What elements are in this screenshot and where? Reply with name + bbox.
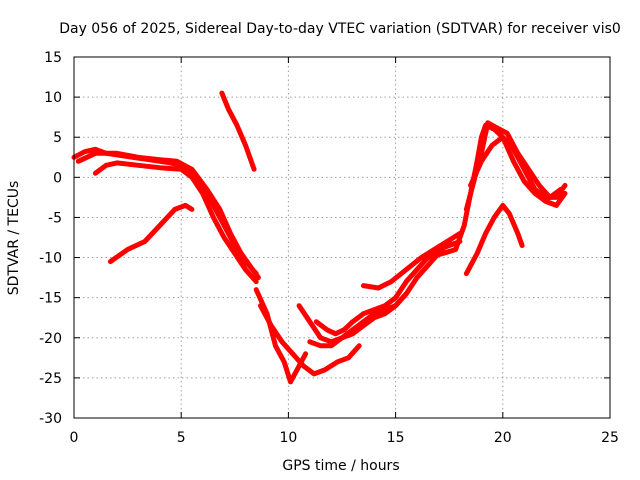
series-arc-short-high [219,90,257,172]
grid-lines [74,57,610,418]
x-tick-labels: 0 5 10 15 20 25 [70,430,619,446]
series-arc-lower-band [92,160,259,285]
x-tick-label: 15 [387,430,405,446]
y-tick-label: -20 [39,331,62,347]
series-arc-mid-segment [360,231,463,291]
series-arc-trough-2 [258,303,362,377]
y-tick-labels: -30 -25 -20 -15 -10 -5 0 5 10 15 [39,50,62,427]
y-tick-label: -10 [39,251,62,267]
y-tick-label: 5 [53,130,62,146]
tick-marks [73,56,611,419]
series-arc-main-upper-band [75,150,261,281]
x-tick-label: 10 [279,430,297,446]
y-axis-label: SDTVAR / TECUs [6,181,22,296]
chart-title: Day 056 of 2025, Sidereal Day-to-day VTE… [59,21,621,37]
x-tick-label: 0 [70,430,79,446]
series-arc-recovery-1 [307,239,452,349]
series-arc-early-rise [107,202,195,265]
y-tick-label: -15 [39,291,62,307]
series-arc-evening-rise [425,122,568,261]
x-tick-label: 5 [177,430,186,446]
y-tick-label: -30 [39,411,62,427]
y-tick-label: -25 [39,371,62,387]
x-tick-label: 25 [601,430,619,446]
series-arc-evening-inner [468,134,568,200]
y-tick-label: 10 [44,90,62,106]
data-series [71,90,568,385]
y-tick-label: -5 [48,210,62,226]
plot-frame [73,56,611,419]
x-tick-label: 20 [494,430,512,446]
y-tick-label: 0 [53,170,62,186]
y-tick-label: 15 [44,50,62,66]
series-arc-late-low [463,202,525,277]
series-arc-recovery-2 [313,239,463,337]
x-axis-label: GPS time / hours [282,458,399,474]
